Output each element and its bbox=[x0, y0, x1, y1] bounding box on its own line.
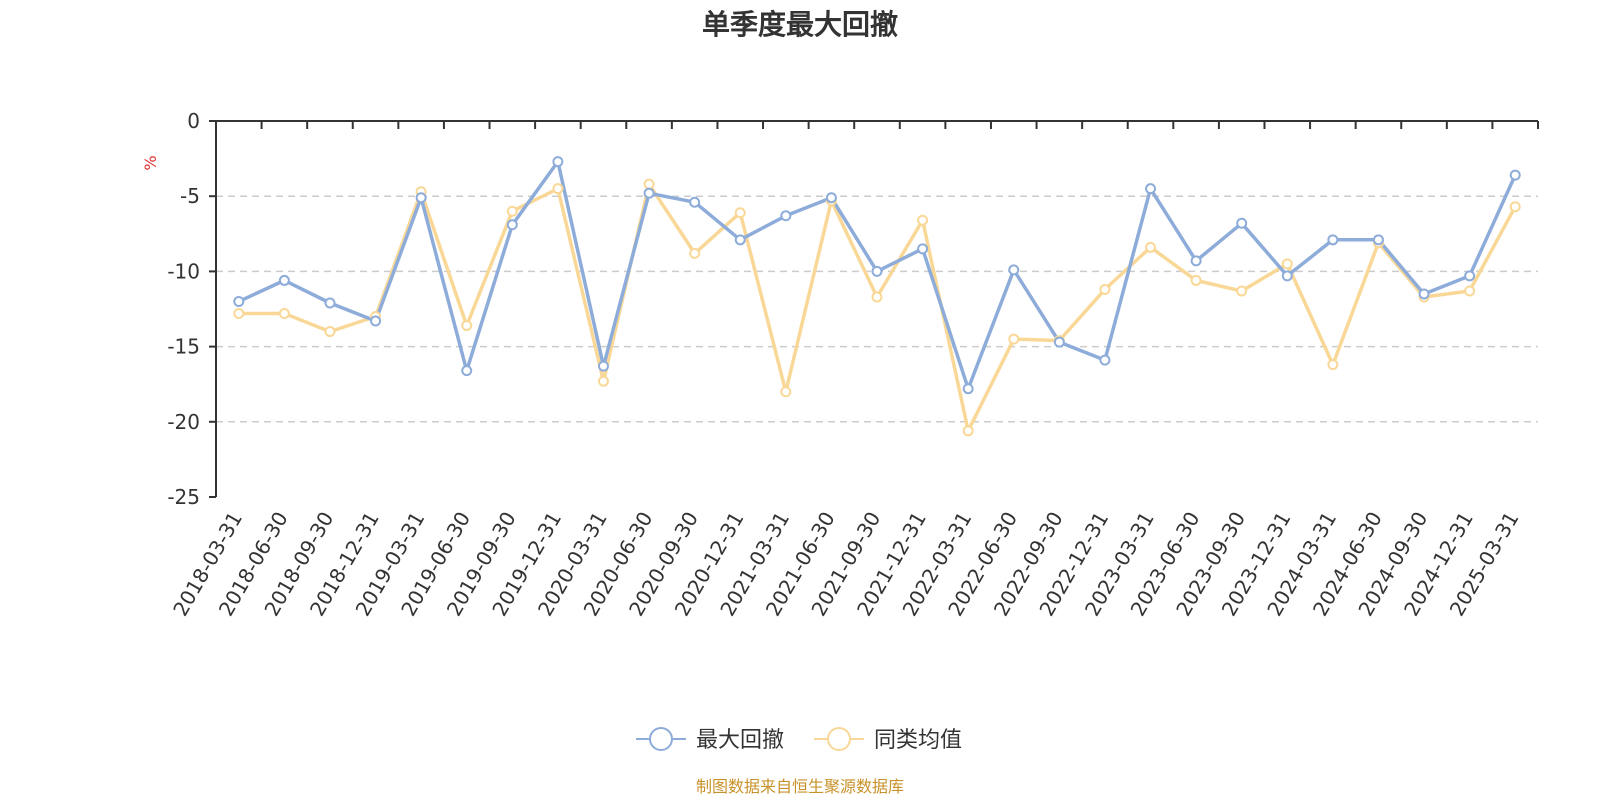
data-point-max-drawdown bbox=[1327, 234, 1339, 246]
data-point-max-drawdown bbox=[962, 383, 974, 395]
data-point-peer-average bbox=[552, 183, 564, 195]
gridlines bbox=[216, 195, 1538, 423]
chart-title: 单季度最大回撤 bbox=[702, 8, 898, 41]
legend-marker bbox=[827, 727, 851, 751]
data-point-max-drawdown bbox=[825, 192, 837, 204]
data-point-peer-average bbox=[689, 247, 701, 259]
data-point-peer-average bbox=[1190, 274, 1202, 286]
data-point-peer-average bbox=[1008, 333, 1020, 345]
data-point-peer-average bbox=[780, 386, 792, 398]
data-point-peer-average bbox=[962, 425, 974, 437]
data-point-max-drawdown bbox=[1008, 264, 1020, 276]
data-point-peer-average bbox=[1236, 285, 1248, 297]
data-point-max-drawdown bbox=[1236, 217, 1248, 229]
legend-marker bbox=[649, 727, 673, 751]
data-point-peer-average bbox=[1464, 285, 1476, 297]
series-line-peer-average bbox=[238, 182, 1517, 433]
y-tick-label: -25 bbox=[167, 485, 200, 509]
legend: 最大回撤 同类均值 bbox=[636, 727, 962, 753]
data-point-peer-average bbox=[1327, 359, 1339, 371]
y-axis-tick-labels: 0 -5 -10 -15 -20 -25 bbox=[167, 109, 200, 509]
data-point-max-drawdown bbox=[324, 297, 336, 309]
data-point-max-drawdown bbox=[415, 192, 427, 204]
data-point-max-drawdown bbox=[278, 274, 290, 286]
data-point-peer-average bbox=[278, 308, 290, 320]
data-point-max-drawdown bbox=[689, 196, 701, 208]
data-point-max-drawdown bbox=[734, 234, 746, 246]
data-point-peer-average bbox=[643, 178, 655, 190]
data-point-peer-average bbox=[917, 214, 929, 226]
data-point-max-drawdown bbox=[1372, 234, 1384, 246]
data-point-max-drawdown bbox=[780, 210, 792, 222]
data-point-peer-average bbox=[461, 320, 473, 332]
data-point-max-drawdown bbox=[1053, 336, 1065, 348]
data-point-max-drawdown bbox=[1145, 183, 1157, 195]
data-point-peer-average bbox=[871, 291, 883, 303]
data-point-peer-average bbox=[233, 308, 245, 320]
data-point-max-drawdown bbox=[597, 360, 609, 372]
data-point-max-drawdown bbox=[1099, 354, 1111, 366]
data-point-max-drawdown bbox=[1190, 255, 1202, 267]
data-point-max-drawdown bbox=[1464, 270, 1476, 282]
data-point-max-drawdown bbox=[643, 187, 655, 199]
data-point-max-drawdown bbox=[233, 295, 245, 307]
y-tick-label: -15 bbox=[167, 335, 200, 359]
data-point-max-drawdown bbox=[461, 365, 473, 377]
data-point-max-drawdown bbox=[1509, 169, 1521, 181]
data-point-peer-average bbox=[1099, 283, 1111, 295]
axes bbox=[209, 120, 1539, 498]
legend-label: 最大回撤 bbox=[696, 728, 784, 753]
y-tick-label: -5 bbox=[180, 184, 200, 208]
data-point-peer-average bbox=[597, 375, 609, 387]
y-tick-label: -20 bbox=[167, 410, 200, 434]
data-point-peer-average bbox=[1281, 258, 1293, 270]
data-point-max-drawdown bbox=[370, 315, 382, 327]
data-point-peer-average bbox=[1509, 201, 1521, 213]
x-axis-tick-labels: 2018-03-312018-06-302018-09-302018-12-31… bbox=[168, 508, 1523, 621]
source-note: 制图数据来自恒生聚源数据库 bbox=[696, 777, 904, 796]
data-point-peer-average bbox=[324, 326, 336, 338]
legend-label: 同类均值 bbox=[874, 728, 962, 753]
data-point-max-drawdown bbox=[1281, 270, 1293, 282]
y-tick-label: 0 bbox=[187, 109, 200, 133]
data-point-max-drawdown bbox=[871, 265, 883, 277]
y-tick-label: -10 bbox=[167, 259, 200, 283]
data-point-max-drawdown bbox=[552, 156, 564, 168]
y-axis-unit-label: % bbox=[141, 155, 160, 170]
series-layer bbox=[233, 156, 1521, 437]
data-point-max-drawdown bbox=[917, 243, 929, 255]
data-point-max-drawdown bbox=[506, 219, 518, 231]
data-point-peer-average bbox=[506, 205, 518, 217]
data-point-max-drawdown bbox=[1418, 288, 1430, 300]
data-point-peer-average bbox=[1145, 241, 1157, 253]
data-point-peer-average bbox=[734, 207, 746, 219]
